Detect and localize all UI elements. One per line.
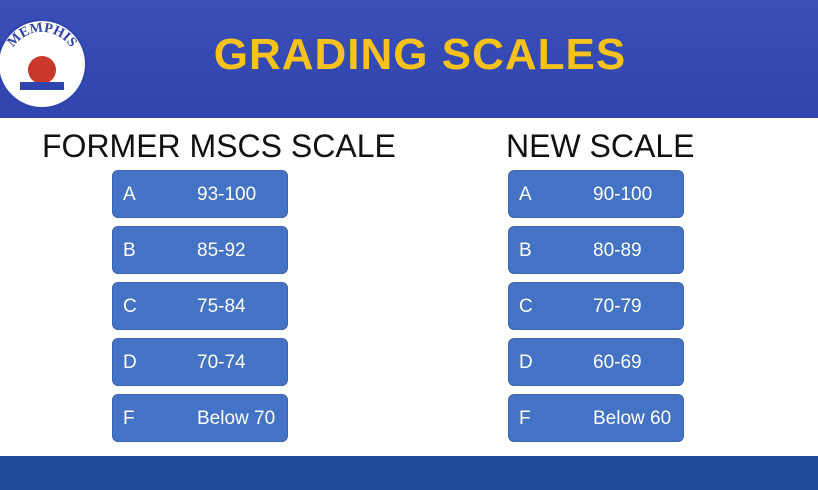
grade-letter: A — [123, 184, 136, 205]
grade-row: B 80-89 — [508, 226, 684, 274]
grade-range: 85-92 — [197, 240, 246, 261]
grade-range: Below 70 — [197, 408, 276, 429]
grade-letter: B — [519, 240, 532, 261]
grade-letter: D — [519, 352, 533, 373]
grade-row: B 85-92 — [112, 226, 288, 274]
grade-range: 75-84 — [197, 296, 246, 317]
grade-letter: B — [123, 240, 136, 261]
grade-letter: C — [123, 296, 137, 317]
slide-title: GRADING SCALES — [213, 30, 627, 79]
grade-range: Below 60 — [593, 408, 672, 429]
grade-row: D 60-69 — [508, 338, 684, 386]
grade-range: 70-74 — [197, 352, 246, 373]
grade-row: A 90-100 — [508, 170, 684, 218]
grade-row: F Below 70 — [112, 394, 288, 442]
grade-row: C 70-79 — [508, 282, 684, 330]
grade-letter: C — [519, 296, 533, 317]
grade-row: C 75-84 — [112, 282, 288, 330]
grade-row: F Below 60 — [508, 394, 684, 442]
grade-range: 93-100 — [197, 184, 257, 205]
header-band: MEMPHIS GRADING SCALES — [0, 0, 818, 118]
grade-letter: D — [123, 352, 137, 373]
logo: MEMPHIS — [0, 19, 87, 109]
grade-range: 90-100 — [593, 184, 653, 205]
grade-range: 70-79 — [593, 296, 642, 317]
grade-row: D 70-74 — [112, 338, 288, 386]
former-heading: FORMER MSCS SCALE — [42, 128, 396, 164]
grade-row: A 93-100 — [112, 170, 288, 218]
grade-letter: F — [519, 408, 531, 429]
grade-range: 80-89 — [593, 240, 642, 261]
grade-letter: A — [519, 184, 532, 205]
new-heading: NEW SCALE — [506, 128, 695, 164]
grade-range: 60-69 — [593, 352, 642, 373]
grade-letter: F — [123, 408, 135, 429]
footer-band — [0, 456, 818, 490]
